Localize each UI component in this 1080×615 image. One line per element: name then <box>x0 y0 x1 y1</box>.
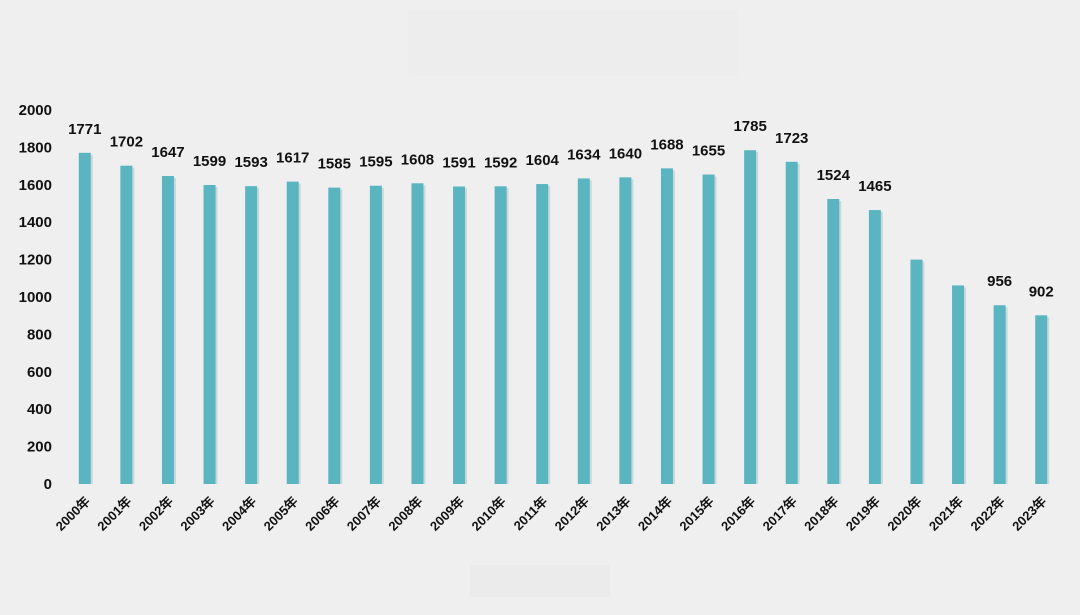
data-label: 902 <box>1029 283 1054 300</box>
bar <box>619 177 632 484</box>
blurred-title-area <box>408 10 738 76</box>
bar <box>286 181 299 484</box>
x-tick-label: 2018年 <box>801 494 841 534</box>
x-tick-label: 2014年 <box>635 494 675 534</box>
x-axis: 2000年 2001年 2002年 2003年 2004年 2005年 2006年 2007年… <box>53 494 1050 534</box>
data-label: 1591 <box>442 154 475 171</box>
y-tick-label: 1400 <box>19 214 52 231</box>
x-tick-label: 2017年 <box>760 494 800 534</box>
bar <box>744 150 757 484</box>
bar <box>1035 315 1048 484</box>
blurred-watermark-area <box>470 565 610 597</box>
x-tick-label: 2009年 <box>427 494 467 534</box>
y-tick-label: 200 <box>27 439 52 456</box>
x-tick-label: 2007年 <box>344 494 384 534</box>
x-tick-label: 2013年 <box>593 494 633 534</box>
bar <box>952 285 965 484</box>
x-tick-label: 2002年 <box>136 494 176 534</box>
x-tick-label: 2022年 <box>967 494 1007 534</box>
y-axis: 0 200 400 600 800 1000 1200 1400 1600 1800 2000 <box>19 102 52 493</box>
data-label: 1595 <box>359 154 392 171</box>
y-tick-label: 600 <box>27 364 52 381</box>
x-tick-label: 2016年 <box>718 494 758 534</box>
x-tick-label: 2011年 <box>511 494 551 534</box>
data-label: 1655 <box>692 143 725 160</box>
bar-series <box>78 150 1050 485</box>
bar <box>328 187 341 485</box>
data-label: 1608 <box>401 151 434 168</box>
bar <box>660 168 673 484</box>
data-label: 1617 <box>276 150 309 167</box>
bar <box>910 259 923 484</box>
x-tick-label: 2000年 <box>53 494 93 534</box>
x-tick-label: 2008年 <box>385 494 425 534</box>
data-label: 1702 <box>110 134 143 151</box>
bar <box>161 176 174 485</box>
data-label: 1599 <box>193 153 226 170</box>
data-label: 1771 <box>68 121 101 138</box>
data-label: 1465 <box>858 178 891 195</box>
bar <box>411 183 424 484</box>
bar <box>868 210 881 485</box>
y-tick-label: 800 <box>27 326 52 343</box>
bar <box>827 199 840 484</box>
bar <box>577 178 590 484</box>
x-tick-label: 2010年 <box>468 494 508 534</box>
data-label: 1585 <box>318 156 351 173</box>
x-tick-label: 2012年 <box>552 494 592 534</box>
bar <box>203 184 216 484</box>
data-label: 1688 <box>650 136 683 153</box>
bar <box>536 184 549 484</box>
data-label: 1592 <box>484 154 517 171</box>
y-tick-label: 1000 <box>19 289 52 306</box>
x-tick-label: 2023年 <box>1009 494 1049 534</box>
y-tick-label: 1600 <box>19 177 52 194</box>
bar <box>702 174 715 484</box>
data-label: 1604 <box>526 152 560 169</box>
y-tick-label: 400 <box>27 401 52 418</box>
x-tick-label: 2004年 <box>219 494 259 534</box>
y-tick-label: 1200 <box>19 252 52 269</box>
bar <box>785 161 798 484</box>
data-label: 956 <box>987 273 1012 290</box>
data-label: 1524 <box>817 167 851 184</box>
x-tick-label: 2020年 <box>884 494 924 534</box>
data-label: 1640 <box>609 145 642 162</box>
bar <box>78 152 91 484</box>
data-labels: 1771 1702 1647 1599 1593 1617 1585 1595 1608 1591… <box>68 118 1054 300</box>
data-label: 1785 <box>733 118 766 135</box>
x-tick-label: 2019年 <box>843 494 883 534</box>
x-tick-label: 2005年 <box>261 494 301 534</box>
bar <box>494 186 507 484</box>
y-tick-label: 1800 <box>19 139 52 156</box>
bar <box>120 165 133 484</box>
x-tick-label: 2006年 <box>302 494 342 534</box>
data-label: 1723 <box>775 130 808 147</box>
bar <box>453 186 466 484</box>
y-tick-label: 0 <box>44 476 52 493</box>
bar <box>245 186 258 484</box>
data-label: 1647 <box>151 144 184 161</box>
x-tick-label: 2021年 <box>926 494 966 534</box>
y-tick-label: 2000 <box>19 102 52 119</box>
data-label: 1593 <box>234 154 267 171</box>
bar <box>369 185 382 485</box>
x-tick-label: 2001年 <box>94 494 134 534</box>
bar <box>993 305 1006 484</box>
data-label: 1634 <box>567 146 601 163</box>
x-tick-label: 2015年 <box>676 494 716 534</box>
x-tick-label: 2003年 <box>177 494 217 534</box>
